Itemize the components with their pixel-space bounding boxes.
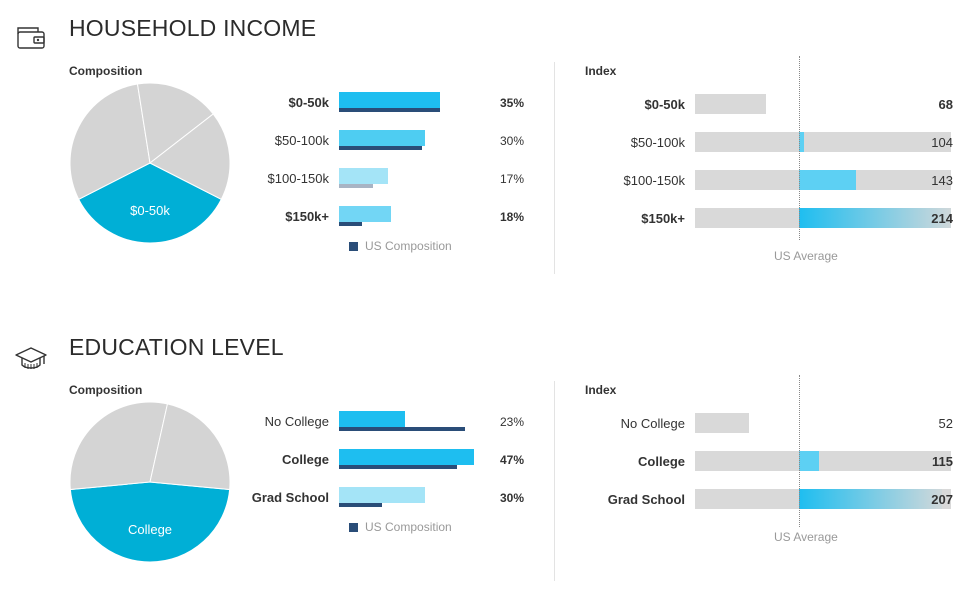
composition-bar (339, 92, 440, 108)
index-row-label: $100-150k (623, 173, 685, 188)
composition-bar (339, 206, 391, 222)
household-income-section: HOUSEHOLD INCOME Composition Index $0-50… (0, 0, 979, 274)
percent-value: 35% (500, 96, 525, 110)
index-value: 104 (931, 135, 953, 150)
us-average-line (799, 375, 800, 527)
row-label: $100-150k (267, 171, 329, 186)
index-bar-excess (799, 132, 805, 152)
us-composition-bar (339, 465, 457, 469)
pie-highlight-label: College (128, 522, 172, 537)
graduation-cap-icon (14, 341, 48, 375)
index-value: 52 (938, 416, 953, 431)
index-row-label: No College (620, 416, 685, 431)
pie-slice--0-50k (78, 162, 222, 244)
index-row-label: College (638, 454, 685, 469)
legend-label: US Composition (365, 520, 452, 534)
us-composition-bar (339, 146, 423, 150)
us-composition-bar (339, 427, 466, 431)
divider (554, 62, 555, 274)
index-value: 68 (938, 97, 953, 112)
pie-highlight-label: $0-50k (130, 203, 170, 218)
legend-swatch (349, 523, 358, 532)
legend-swatch (349, 242, 358, 251)
composition-label: Composition (69, 383, 143, 397)
index-bar-excess (799, 208, 951, 228)
composition-bar (339, 130, 426, 146)
percent-value: 30% (500, 491, 525, 505)
index-value: 115 (932, 454, 953, 469)
section-title: HOUSEHOLD INCOME (69, 15, 317, 41)
index-bar-excess (799, 489, 942, 509)
composition-label: Composition (69, 64, 143, 78)
percent-value: 17% (500, 172, 525, 186)
row-label: Grad School (251, 490, 329, 505)
row-label: College (282, 452, 329, 467)
index-row-label: $150k+ (641, 211, 685, 226)
us-average-line (799, 56, 800, 240)
row-label: No College (264, 414, 329, 429)
us-composition-bar (339, 503, 383, 507)
education-level-section: EDUCATION LEVEL Composition Index Colleg… (0, 319, 979, 589)
composition-pie-chart: College (69, 401, 231, 563)
pie-slice-grad-school (69, 401, 169, 491)
us-average-label: US Average (774, 249, 838, 263)
divider (554, 381, 555, 581)
index-value: 214 (931, 211, 953, 226)
pie-slice--100-150k (136, 82, 214, 164)
pie-slice-no-college (149, 403, 231, 491)
section-title: EDUCATION LEVEL (69, 334, 284, 360)
index-value: 207 (931, 492, 953, 507)
us-composition-bar (339, 108, 440, 112)
index-row-label: Grad School (607, 492, 685, 507)
composition-bar (339, 168, 388, 184)
row-label: $0-50k (288, 95, 329, 110)
composition-bar (339, 487, 426, 503)
us-composition-legend: US Composition (349, 239, 452, 253)
percent-value: 18% (500, 210, 525, 224)
index-label: Index (585, 383, 617, 397)
pie-slice-college (69, 481, 231, 563)
row-label: $50-100k (274, 133, 329, 148)
composition-bar (339, 449, 474, 465)
percent-value: 23% (500, 415, 525, 429)
composition-bar (339, 411, 406, 427)
pie-slice--50-100k (69, 83, 151, 200)
index-bar-base (695, 451, 951, 471)
index-row-label: $50-100k (630, 135, 685, 150)
index-value: 143 (931, 173, 953, 188)
pie-slice--150k- (149, 113, 231, 200)
index-row-label: $0-50k (644, 97, 685, 112)
index-bar (695, 413, 750, 433)
percent-value: 30% (500, 134, 525, 148)
us-composition-legend: US Composition (349, 520, 452, 534)
us-average-label: US Average (774, 530, 838, 544)
index-bar-excess (799, 170, 857, 190)
composition-pie-chart: $0-50k (69, 82, 231, 244)
index-bar (695, 94, 766, 114)
wallet-icon (14, 22, 48, 56)
index-bar-base (695, 132, 951, 152)
index-label: Index (585, 64, 617, 78)
legend-label: US Composition (365, 239, 452, 253)
index-bar-excess (799, 451, 819, 471)
us-composition-bar (339, 184, 374, 188)
us-composition-bar (339, 222, 362, 226)
row-label: $150k+ (285, 209, 329, 224)
percent-value: 47% (500, 453, 525, 467)
